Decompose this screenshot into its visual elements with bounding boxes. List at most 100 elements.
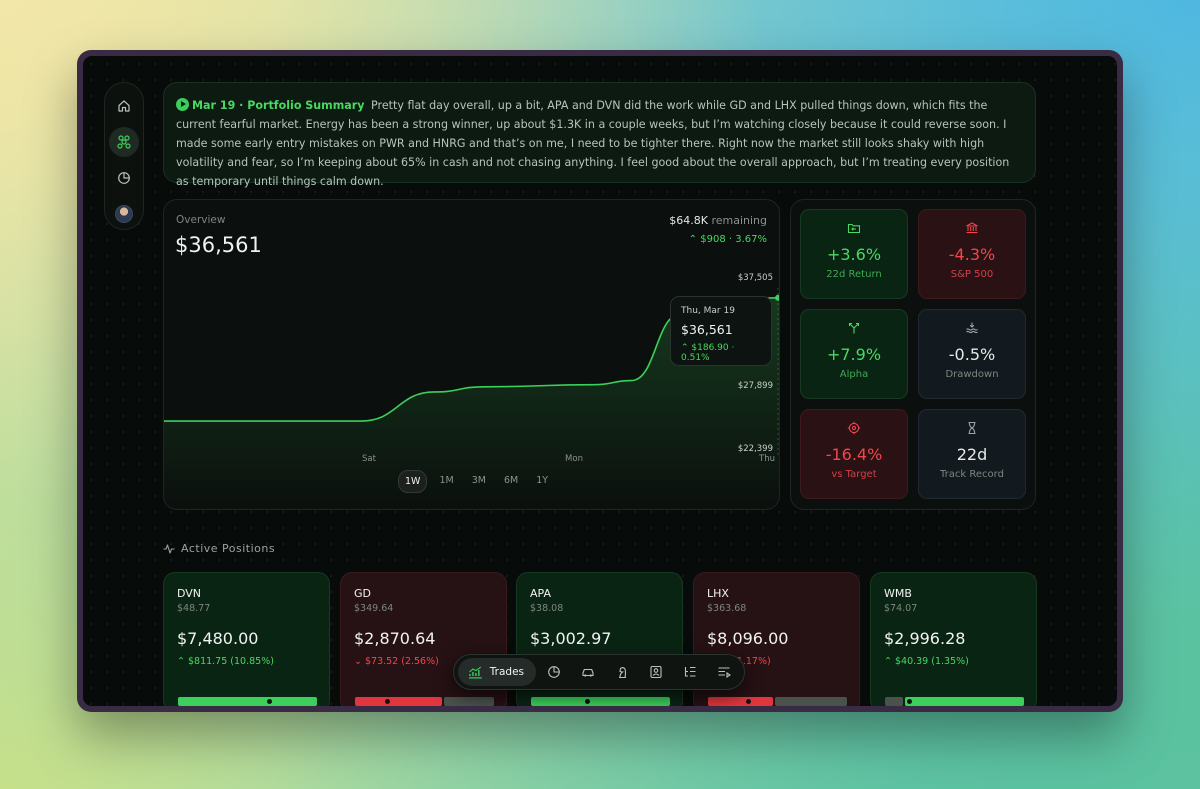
stat-card-alpha[interactable]: +7.9% Alpha bbox=[800, 309, 908, 399]
position-value: $2,996.28 bbox=[884, 629, 966, 648]
remaining-amount: $64.8K bbox=[669, 214, 708, 227]
bar-segment bbox=[444, 697, 494, 706]
overview-label: Overview bbox=[176, 214, 226, 226]
range-3m[interactable]: 3M bbox=[471, 475, 486, 486]
stat-value: +7.9% bbox=[826, 345, 882, 364]
stat-label: S&P 500 bbox=[950, 269, 994, 280]
list-tree-icon bbox=[684, 666, 696, 677]
app-screen: Mar 19 · Portfolio Summary Pretty flat d… bbox=[83, 56, 1117, 706]
stat-label: Track Record bbox=[940, 469, 1004, 480]
bar-marker bbox=[746, 699, 751, 704]
chess-knight-icon bbox=[619, 667, 627, 679]
chevron-up-icon: ⌃ bbox=[688, 234, 701, 245]
dock-item-car[interactable] bbox=[572, 658, 604, 686]
bar-marker bbox=[585, 699, 590, 704]
stat-card-vs-target[interactable]: -16.4% vs Target bbox=[800, 409, 908, 499]
stat-value: -16.4% bbox=[825, 445, 883, 464]
dock-trades-label: Trades bbox=[489, 666, 524, 678]
tooltip-change-value: $186.90 · 0.51% bbox=[681, 343, 735, 363]
position-card-wmb[interactable]: WMB $74.07 $2,996.28 ⌃ $40.39 (1.35%) bbox=[870, 572, 1037, 706]
pie-chart-icon bbox=[118, 172, 130, 184]
bar-segment bbox=[885, 697, 903, 706]
dock-item-pie-chart[interactable] bbox=[538, 658, 570, 686]
position-value: $2,870.64 bbox=[354, 629, 436, 648]
position-range-bar bbox=[178, 697, 317, 706]
sidebar-item-home[interactable] bbox=[109, 91, 139, 121]
portrait-icon bbox=[650, 665, 662, 679]
avatar bbox=[115, 205, 133, 223]
stat-card-track-record[interactable]: 22d Track Record bbox=[918, 409, 1026, 499]
position-range-bar bbox=[885, 697, 1024, 706]
chevron-up-icon: ⌃ bbox=[681, 343, 692, 353]
position-value: $7,480.00 bbox=[177, 629, 259, 648]
position-value: $3,002.97 bbox=[530, 629, 612, 648]
waves-icon bbox=[965, 320, 979, 336]
overview-value: $36,561 bbox=[175, 233, 262, 257]
playlist-icon bbox=[718, 667, 731, 679]
bar-marker bbox=[907, 699, 912, 704]
overview-panel: $37,505 $27,899 $22,399 Sat Mon Thu Overview … bbox=[163, 199, 780, 510]
x-tick-label: Sat bbox=[362, 454, 377, 464]
tooltip-change: ⌃ $186.90 · 0.51% bbox=[681, 343, 761, 363]
position-price: $74.07 bbox=[884, 603, 918, 614]
bar-segment bbox=[355, 697, 442, 706]
stat-value: +3.6% bbox=[826, 245, 882, 264]
bank-icon bbox=[965, 220, 979, 236]
stat-card-22d-return[interactable]: +3.6% 22d Return bbox=[800, 209, 908, 299]
play-icon[interactable] bbox=[176, 98, 189, 111]
summary-title: Mar 19 · Portfolio Summary bbox=[192, 99, 365, 112]
chart-area bbox=[164, 297, 779, 509]
positions-title: Active Positions bbox=[181, 542, 276, 555]
x-tick-label: Mon bbox=[565, 454, 583, 464]
position-card-dvn[interactable]: DVN $48.77 $7,480.00 ⌃ $811.75 (10.85%) bbox=[163, 572, 330, 706]
position-ticker: APA bbox=[530, 587, 551, 600]
chevron-down-icon: ⌄ bbox=[354, 656, 365, 667]
stat-value: -0.5% bbox=[948, 345, 996, 364]
stat-card-drawdown[interactable]: -0.5% Drawdown bbox=[918, 309, 1026, 399]
network-icon bbox=[117, 135, 131, 149]
dock-item-playlist[interactable] bbox=[708, 658, 740, 686]
positions-header: Active Positions bbox=[163, 542, 275, 555]
dock-item-portrait[interactable] bbox=[640, 658, 672, 686]
bar-segment bbox=[531, 697, 670, 706]
position-value: $8,096.00 bbox=[707, 629, 789, 648]
stat-label: vs Target bbox=[831, 469, 877, 480]
position-range-bar bbox=[531, 697, 670, 706]
remaining-label: remaining bbox=[707, 214, 767, 227]
dock-item-trades[interactable]: Trades bbox=[458, 658, 536, 686]
trades-icon bbox=[468, 666, 482, 679]
range-1y[interactable]: 1Y bbox=[536, 475, 549, 486]
folder-return-icon bbox=[847, 220, 861, 236]
stat-card-s-p-500[interactable]: -4.3% S&P 500 bbox=[918, 209, 1026, 299]
range-1m[interactable]: 1M bbox=[439, 475, 454, 486]
range-6m[interactable]: 6M bbox=[503, 475, 519, 486]
position-change-value: 94 (1.17%) bbox=[717, 656, 771, 667]
bottom-dock: Trades bbox=[453, 654, 745, 690]
overview-change: ⌃ $908 · 3.67% bbox=[689, 234, 767, 245]
overview-change-value: $908 · 3.67% bbox=[700, 234, 767, 245]
sidebar bbox=[104, 82, 144, 230]
x-tick-label: Thu bbox=[758, 454, 775, 464]
stat-label: Drawdown bbox=[945, 369, 999, 380]
position-range-bar bbox=[708, 697, 847, 706]
sidebar-item-network[interactable] bbox=[109, 127, 139, 157]
sidebar-item-analytics[interactable] bbox=[109, 163, 139, 193]
position-price: $48.77 bbox=[177, 603, 211, 614]
remaining-balance: $64.8K remaining bbox=[669, 214, 767, 227]
series-end-point bbox=[775, 294, 779, 301]
dock-item-chess-knight[interactable] bbox=[606, 658, 638, 686]
position-card-lhx[interactable]: LHX$363.68$8,096.00⌄ 94 (1.17%) bbox=[693, 572, 860, 706]
range-selector: 1W 1M 3M 6M 1Y bbox=[398, 470, 554, 493]
dock-item-list-tree[interactable] bbox=[674, 658, 706, 686]
device-frame: Mar 19 · Portfolio Summary Pretty flat d… bbox=[77, 50, 1123, 712]
pie-chart-icon bbox=[548, 666, 560, 678]
car-icon bbox=[582, 668, 594, 677]
stat-value: -4.3% bbox=[948, 245, 996, 264]
chevron-up-icon: ⌃ bbox=[884, 656, 895, 667]
range-1w[interactable]: 1W bbox=[398, 470, 428, 493]
sidebar-item-profile[interactable] bbox=[109, 199, 139, 229]
tooltip-date: Thu, Mar 19 bbox=[681, 306, 735, 316]
position-range-bar bbox=[355, 697, 494, 706]
bar-segment bbox=[775, 697, 847, 706]
stat-label: Alpha bbox=[839, 369, 869, 380]
